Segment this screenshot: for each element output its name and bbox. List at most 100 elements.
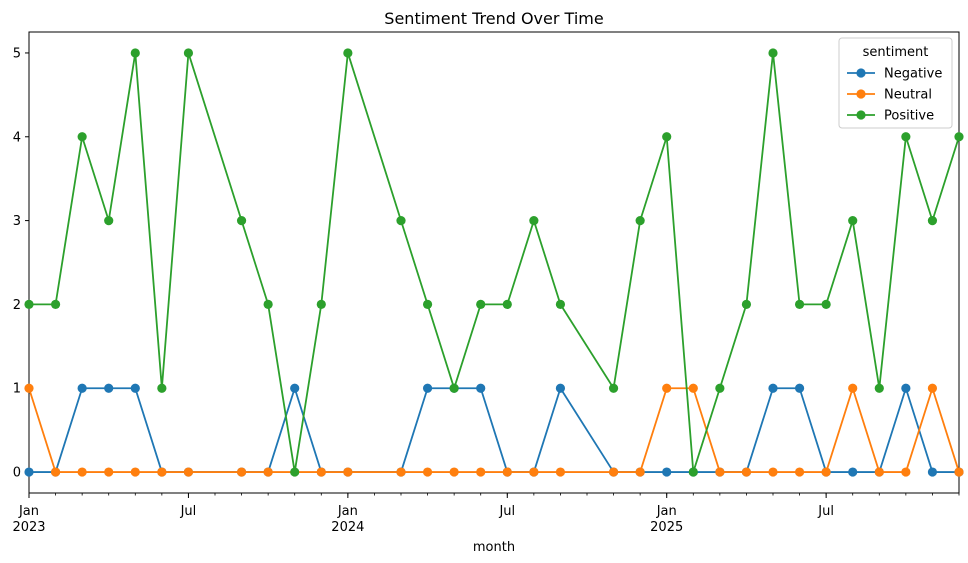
data-point <box>130 383 140 393</box>
data-point <box>688 383 698 393</box>
data-point <box>555 383 566 393</box>
data-point <box>157 383 167 393</box>
data-point <box>768 467 778 477</box>
data-point <box>555 467 566 477</box>
x-axis-label: month <box>473 540 515 555</box>
x-tick-year-label: 2025 <box>650 520 683 535</box>
data-point <box>901 132 911 142</box>
data-point <box>954 467 964 477</box>
data-point <box>954 132 964 142</box>
data-point <box>741 467 752 477</box>
data-point <box>608 467 619 477</box>
data-point <box>608 383 619 393</box>
data-point <box>662 467 672 477</box>
data-point <box>183 48 194 58</box>
series-line <box>29 387 959 473</box>
data-point <box>768 48 778 58</box>
data-point <box>422 299 433 310</box>
data-point <box>396 215 406 226</box>
data-point <box>502 467 512 477</box>
x-tick-year-label: 2024 <box>331 520 364 535</box>
data-point <box>396 467 406 477</box>
data-point <box>794 383 805 393</box>
data-point <box>104 467 114 477</box>
data-point <box>927 215 938 226</box>
data-point <box>662 132 672 142</box>
series-neutral <box>24 383 964 477</box>
legend-title: sentiment <box>863 45 929 60</box>
data-point <box>236 467 247 477</box>
data-point <box>236 215 247 226</box>
data-point <box>343 467 353 477</box>
data-point <box>476 467 486 477</box>
data-point <box>157 467 167 477</box>
data-point <box>715 467 725 477</box>
data-point <box>901 467 911 477</box>
data-point <box>130 48 140 58</box>
data-point <box>77 467 87 477</box>
legend: sentiment Negative Neutral Positive <box>838 37 953 129</box>
x-tick-label: Jan <box>18 504 39 519</box>
data-point <box>263 299 273 310</box>
data-point <box>316 467 326 477</box>
data-point <box>130 467 140 477</box>
data-point <box>290 467 300 477</box>
data-point <box>449 467 459 477</box>
data-point <box>104 383 114 393</box>
data-point <box>874 467 884 477</box>
data-point <box>476 383 486 393</box>
data-point <box>768 383 778 393</box>
data-point <box>848 383 858 393</box>
data-point <box>529 215 539 226</box>
x-tick-label: Jan <box>337 504 358 519</box>
data-point <box>715 383 725 393</box>
data-point <box>476 299 486 310</box>
plot-frame <box>28 31 960 494</box>
data-point <box>316 299 326 310</box>
data-point <box>848 215 858 226</box>
legend-entry: Neutral <box>884 88 932 103</box>
data-point <box>449 383 459 393</box>
x-tick-year-label: 2023 <box>12 520 45 535</box>
legend-swatch-marker <box>856 110 866 120</box>
y-tick-label: 3 <box>13 214 21 229</box>
data-point <box>635 467 645 477</box>
y-tick-label: 5 <box>13 46 21 61</box>
data-point <box>927 467 938 477</box>
legend-entry: Negative <box>884 67 942 82</box>
series-line <box>29 52 960 473</box>
data-point <box>502 299 512 310</box>
data-point <box>343 48 353 58</box>
data-point <box>927 383 938 393</box>
x-tick-label: Jul <box>817 504 834 519</box>
data-point <box>848 467 858 477</box>
data-point <box>555 299 566 310</box>
data-point <box>794 467 805 477</box>
legend-swatch-marker <box>856 89 866 99</box>
data-point <box>77 383 87 393</box>
data-point <box>24 467 34 477</box>
data-point <box>422 467 433 477</box>
series-positive <box>24 48 964 477</box>
data-point <box>77 132 87 142</box>
data-point <box>821 467 831 477</box>
legend-box <box>838 37 953 129</box>
plot-area <box>28 31 960 494</box>
series-negative <box>24 383 964 477</box>
data-point <box>183 467 194 477</box>
data-point <box>290 383 300 393</box>
y-tick-label: 4 <box>13 130 21 145</box>
series-layer <box>24 48 964 477</box>
data-point <box>901 383 911 393</box>
data-point <box>635 215 645 226</box>
data-point <box>104 215 114 226</box>
y-tick-label: 1 <box>13 382 21 397</box>
y-tick-label: 0 <box>13 466 21 481</box>
data-point <box>422 383 433 393</box>
y-tick-label: 2 <box>13 298 21 313</box>
data-point <box>688 467 698 477</box>
data-point <box>821 299 831 310</box>
x-tick-label: Jul <box>180 504 197 519</box>
